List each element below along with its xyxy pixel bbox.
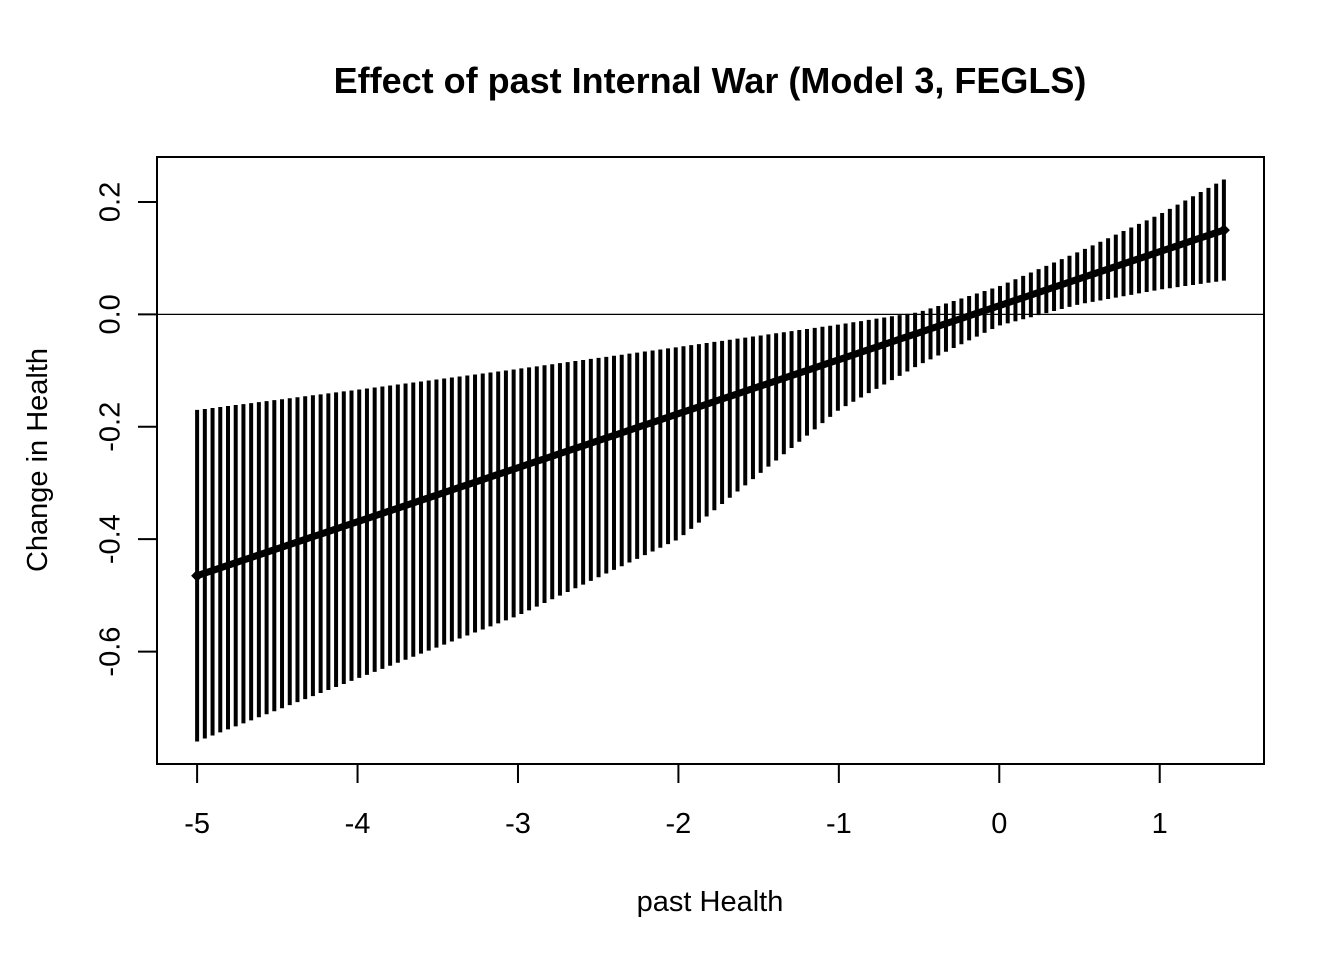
endpoint-marker bbox=[191, 569, 204, 582]
y-tick-label: -0.2 bbox=[95, 402, 127, 452]
estimate-line bbox=[195, 226, 1226, 580]
y-axis-label: Change in Health bbox=[22, 348, 54, 572]
x-tick-label: -3 bbox=[505, 808, 531, 840]
x-tick-label: -1 bbox=[826, 808, 852, 840]
y-tick-label: 0.0 bbox=[95, 294, 127, 334]
y-tick-label: -0.6 bbox=[95, 627, 127, 677]
plot-frame bbox=[156, 156, 1265, 765]
x-tick-label: -2 bbox=[666, 808, 692, 840]
interval-bars bbox=[195, 179, 1226, 742]
x-axis-label: past Health bbox=[637, 886, 784, 918]
x-tick-label: -4 bbox=[345, 808, 371, 840]
chart-title: Effect of past Internal War (Model 3, FE… bbox=[334, 60, 1087, 101]
endpoint-markers bbox=[191, 224, 1230, 582]
x-tick-label: 1 bbox=[1152, 808, 1168, 840]
x-tick-label: 0 bbox=[991, 808, 1007, 840]
y-tick-label: -0.4 bbox=[95, 514, 127, 564]
y-tick-label: 0.2 bbox=[95, 182, 127, 222]
x-axis: -5 -4 -3 -2 -1 0 1 bbox=[184, 763, 1168, 840]
endpoint-marker bbox=[1217, 224, 1230, 237]
y-axis: -0.6 -0.4 -0.2 0.0 0.2 bbox=[95, 182, 158, 677]
x-tick-label: -5 bbox=[184, 808, 210, 840]
